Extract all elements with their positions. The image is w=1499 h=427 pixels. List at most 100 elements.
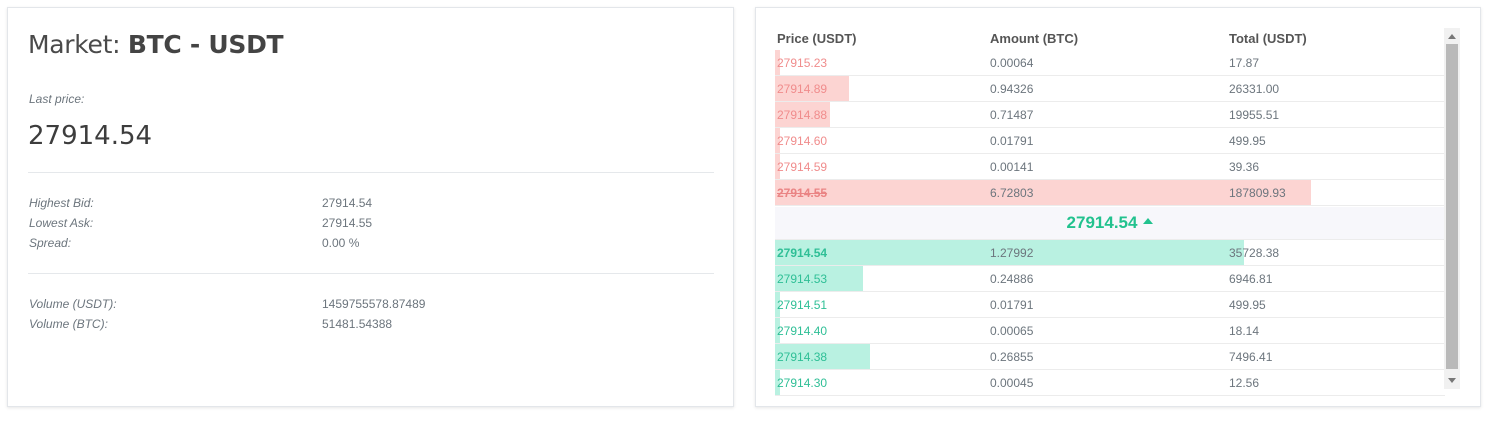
ask-amount: 0.01791 xyxy=(990,133,1034,148)
ask-row[interactable]: 27914.59 0.00141 39.36 xyxy=(775,154,1445,180)
stat-label: Volume (BTC): xyxy=(29,317,108,331)
stat-label: Volume (USDT): xyxy=(29,297,117,311)
order-book-header: Price (USDT) Amount (BTC) Total (USDT) xyxy=(775,26,1445,50)
scroll-thumb[interactable] xyxy=(1446,44,1458,369)
market-title-prefix: Market: xyxy=(28,30,121,59)
bid-depth-bar xyxy=(775,266,863,291)
ask-price: 27914.60 xyxy=(777,133,828,148)
stat-row-spread: Spread: 0.00 % xyxy=(29,233,372,253)
last-price-label: Last price: xyxy=(29,92,85,106)
ask-amount: 0.00064 xyxy=(990,55,1034,70)
bid-total: 35728.38 xyxy=(1229,245,1280,260)
header-total: Total (USDT) xyxy=(1229,30,1307,46)
bid-price: 27914.51 xyxy=(777,297,828,312)
order-book: Price (USDT) Amount (BTC) Total (USDT) 2… xyxy=(775,26,1445,396)
ask-total: 187809.93 xyxy=(1229,185,1286,200)
stat-row-highest-bid: Highest Bid: 27914.54 xyxy=(29,193,372,213)
stat-label: Highest Bid: xyxy=(29,196,94,210)
ask-row[interactable]: 27914.89 0.94326 26331.00 xyxy=(775,76,1445,102)
stat-label: Spread: xyxy=(29,236,72,250)
divider xyxy=(28,273,714,274)
divider xyxy=(28,172,714,173)
ask-total: 19955.51 xyxy=(1229,107,1280,122)
bid-price: 27914.40 xyxy=(777,323,828,338)
ask-price: 27914.59 xyxy=(777,159,828,174)
stat-value: 1459755578.87489 xyxy=(322,297,426,311)
bid-depth-bar xyxy=(775,344,870,369)
ask-total: 499.95 xyxy=(1229,133,1266,148)
ask-depth-bar xyxy=(775,50,780,75)
stat-value: 0.00 % xyxy=(322,236,360,250)
ask-depth-bar xyxy=(775,154,780,179)
bid-row[interactable]: 27914.30 0.00045 12.56 xyxy=(775,370,1445,396)
ask-depth-bar xyxy=(775,128,780,153)
bid-total: 499.95 xyxy=(1229,297,1266,312)
last-price-value: 27914.54 xyxy=(28,121,153,151)
stat-value: 51481.54388 xyxy=(322,317,393,331)
ask-amount: 0.00141 xyxy=(990,159,1034,174)
ask-row[interactable]: 27915.23 0.00064 17.87 xyxy=(775,50,1445,76)
ask-total: 26331.00 xyxy=(1229,81,1280,96)
mid-price-row: 27914.54 xyxy=(775,207,1445,240)
bid-total: 7496.41 xyxy=(1229,349,1273,364)
bid-price: 27914.54 xyxy=(777,245,828,260)
stat-label: Lowest Ask: xyxy=(29,216,94,230)
ask-total: 17.87 xyxy=(1229,55,1260,70)
bid-row[interactable]: 27914.40 0.00065 18.14 xyxy=(775,318,1445,344)
bid-depth-bar xyxy=(775,240,1244,265)
ask-total: 39.36 xyxy=(1229,159,1260,174)
bid-amount: 0.00045 xyxy=(990,375,1034,390)
stat-row-volume-usdt: Volume (USDT): 1459755578.87489 xyxy=(29,294,425,314)
header-price: Price (USDT) xyxy=(777,30,857,46)
ask-depth-bar xyxy=(775,102,830,127)
stat-row-volume-btc: Volume (BTC): 51481.54388 xyxy=(29,314,425,334)
ask-price: 27914.89 xyxy=(777,81,828,96)
ask-row[interactable]: 27914.88 0.71487 19955.51 xyxy=(775,102,1445,128)
bid-row[interactable]: 27914.53 0.24886 6946.81 xyxy=(775,266,1445,292)
scrollbar[interactable] xyxy=(1444,28,1460,389)
bid-amount: 0.26855 xyxy=(990,349,1034,364)
stats-group-volume: Volume (USDT): 1459755578.87489 Volume (… xyxy=(29,294,425,334)
bid-amount: 1.27992 xyxy=(990,245,1034,260)
stat-value: 27914.55 xyxy=(322,216,373,230)
ask-amount: 0.94326 xyxy=(990,81,1034,96)
bid-row[interactable]: 27914.38 0.26855 7496.41 xyxy=(775,344,1445,370)
bids-list: 27914.54 1.27992 35728.38 27914.53 0.24886 69… xyxy=(775,240,1445,396)
scroll-up-icon[interactable] xyxy=(1448,34,1456,39)
ask-row[interactable]: 27914.60 0.01791 499.95 xyxy=(775,128,1445,154)
bid-price: 27914.30 xyxy=(777,375,828,390)
ask-price: 27915.23 xyxy=(777,55,828,70)
order-book-card: Price (USDT) Amount (BTC) Total (USDT) 2… xyxy=(755,7,1481,407)
bid-price: 27914.38 xyxy=(777,349,828,364)
bid-amount: 0.00065 xyxy=(990,323,1034,338)
ask-amount: 0.71487 xyxy=(990,107,1034,122)
market-pair: BTC - USDT xyxy=(127,30,284,59)
bid-depth-bar xyxy=(775,292,780,317)
ask-amount: 6.72803 xyxy=(990,185,1034,200)
bid-price: 27914.53 xyxy=(777,271,828,286)
stats-group-spread: Highest Bid: 27914.54 Lowest Ask: 27914.… xyxy=(29,193,372,253)
bid-total: 6946.81 xyxy=(1229,271,1273,286)
stat-row-lowest-ask: Lowest Ask: 27914.55 xyxy=(29,213,372,233)
arrow-up-icon xyxy=(1143,218,1154,224)
ask-price: 27914.88 xyxy=(777,107,828,122)
asks-list: 27915.23 0.00064 17.87 27914.89 0.94326 26331… xyxy=(775,50,1445,206)
ask-price: 27914.55 xyxy=(777,185,828,200)
mid-price: 27914.54 xyxy=(1066,213,1138,232)
market-title: Market: BTC - USDT xyxy=(28,30,284,59)
bid-row[interactable]: 27914.54 1.27992 35728.38 xyxy=(775,240,1445,266)
bid-amount: 0.24886 xyxy=(990,271,1034,286)
bid-total: 12.56 xyxy=(1229,375,1260,390)
bid-total: 18.14 xyxy=(1229,323,1260,338)
bid-depth-bar xyxy=(775,370,780,395)
ask-depth-bar xyxy=(775,180,1311,205)
stat-value: 27914.54 xyxy=(322,196,373,210)
bid-amount: 0.01791 xyxy=(990,297,1034,312)
scroll-down-icon[interactable] xyxy=(1448,378,1456,383)
bid-row[interactable]: 27914.51 0.01791 499.95 xyxy=(775,292,1445,318)
market-info-card: Market: BTC - USDT Last price: 27914.54 … xyxy=(7,7,734,407)
ask-depth-bar xyxy=(775,76,849,101)
bid-depth-bar xyxy=(775,318,780,343)
ask-row[interactable]: 27914.55 6.72803 187809.93 xyxy=(775,180,1445,206)
header-amount: Amount (BTC) xyxy=(990,30,1079,46)
